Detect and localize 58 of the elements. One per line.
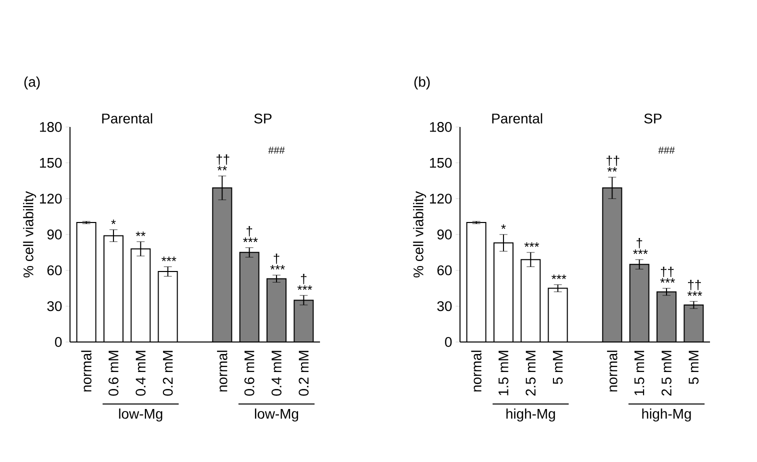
x-tick-label: 2.5 mM [526,350,536,396]
x-tick-label: 0.2 mM [162,350,173,396]
data-label: †† *** [660,266,675,283]
text: high-Mg [506,408,555,422]
data-label: * [111,220,116,224]
data-label: *** [524,242,540,247]
chart-title: (a) [24,76,40,90]
chart-title: (b) [414,76,430,90]
x-tick-label: 5 mM [688,350,699,384]
x-tick-label: 0.2 mM [298,350,309,396]
x-tick-label: 5 mM [552,350,563,384]
y-tick-label: 0 [445,337,452,347]
y-tick-label: 180 [40,122,62,132]
y-tick-label: 120 [40,194,62,204]
text: Parental [492,113,542,124]
data-label: †† *** [687,280,702,296]
y-tick-label: 30 [437,301,452,312]
text: SP [644,114,662,124]
y-tick-label: 90 [47,230,62,240]
y-axis-title: % cell viability [413,191,426,278]
x-tick-label: 1.5 mM [498,350,508,396]
data-label: ** [136,232,146,236]
text: SP [254,114,272,124]
x-tick-label: normal [217,350,228,392]
y-tick-label: 150 [40,158,62,168]
x-tick-label: normal [471,350,482,392]
x-tick-label: 0.4 mM [272,350,282,396]
x-tick-label: 0.4 mM [136,350,146,396]
y-tick-label: 30 [47,301,62,312]
x-tick-label: 1.5 mM [634,350,644,396]
y-axis-title: % cell viability [23,191,36,278]
x-tick-label: 2.5 mM [662,350,672,396]
data-label: †† ** [606,156,620,172]
text: Parental [102,113,152,124]
y-tick-label: 60 [47,265,62,276]
x-tick-label: 0.6 mM [108,350,118,396]
data-label: † *** [297,274,312,290]
data-label: *** [552,274,566,280]
text: low-Mg [254,408,298,422]
y-tick-label: 60 [437,265,452,276]
y-tick-label: 0 [55,337,62,347]
x-tick-label: normal [81,350,92,392]
x-tick-label: normal [607,350,618,392]
y-tick-label: 90 [437,230,452,240]
data-label: *** [162,256,176,262]
data-label: †† ** [216,154,230,170]
y-tick-label: 150 [430,158,452,168]
data-label: * [501,224,506,229]
data-label: † *** [270,254,285,270]
y-tick-label: 120 [430,194,452,204]
x-tick-label: 0.6 mM [244,350,254,396]
data-label: † *** [243,226,258,242]
text: low-Mg [119,408,162,422]
data-label: † *** [633,238,648,254]
annotation: ### [658,146,675,154]
annotation: ### [268,146,285,154]
y-tick-label: 180 [430,122,452,132]
text: high-Mg [642,408,691,422]
